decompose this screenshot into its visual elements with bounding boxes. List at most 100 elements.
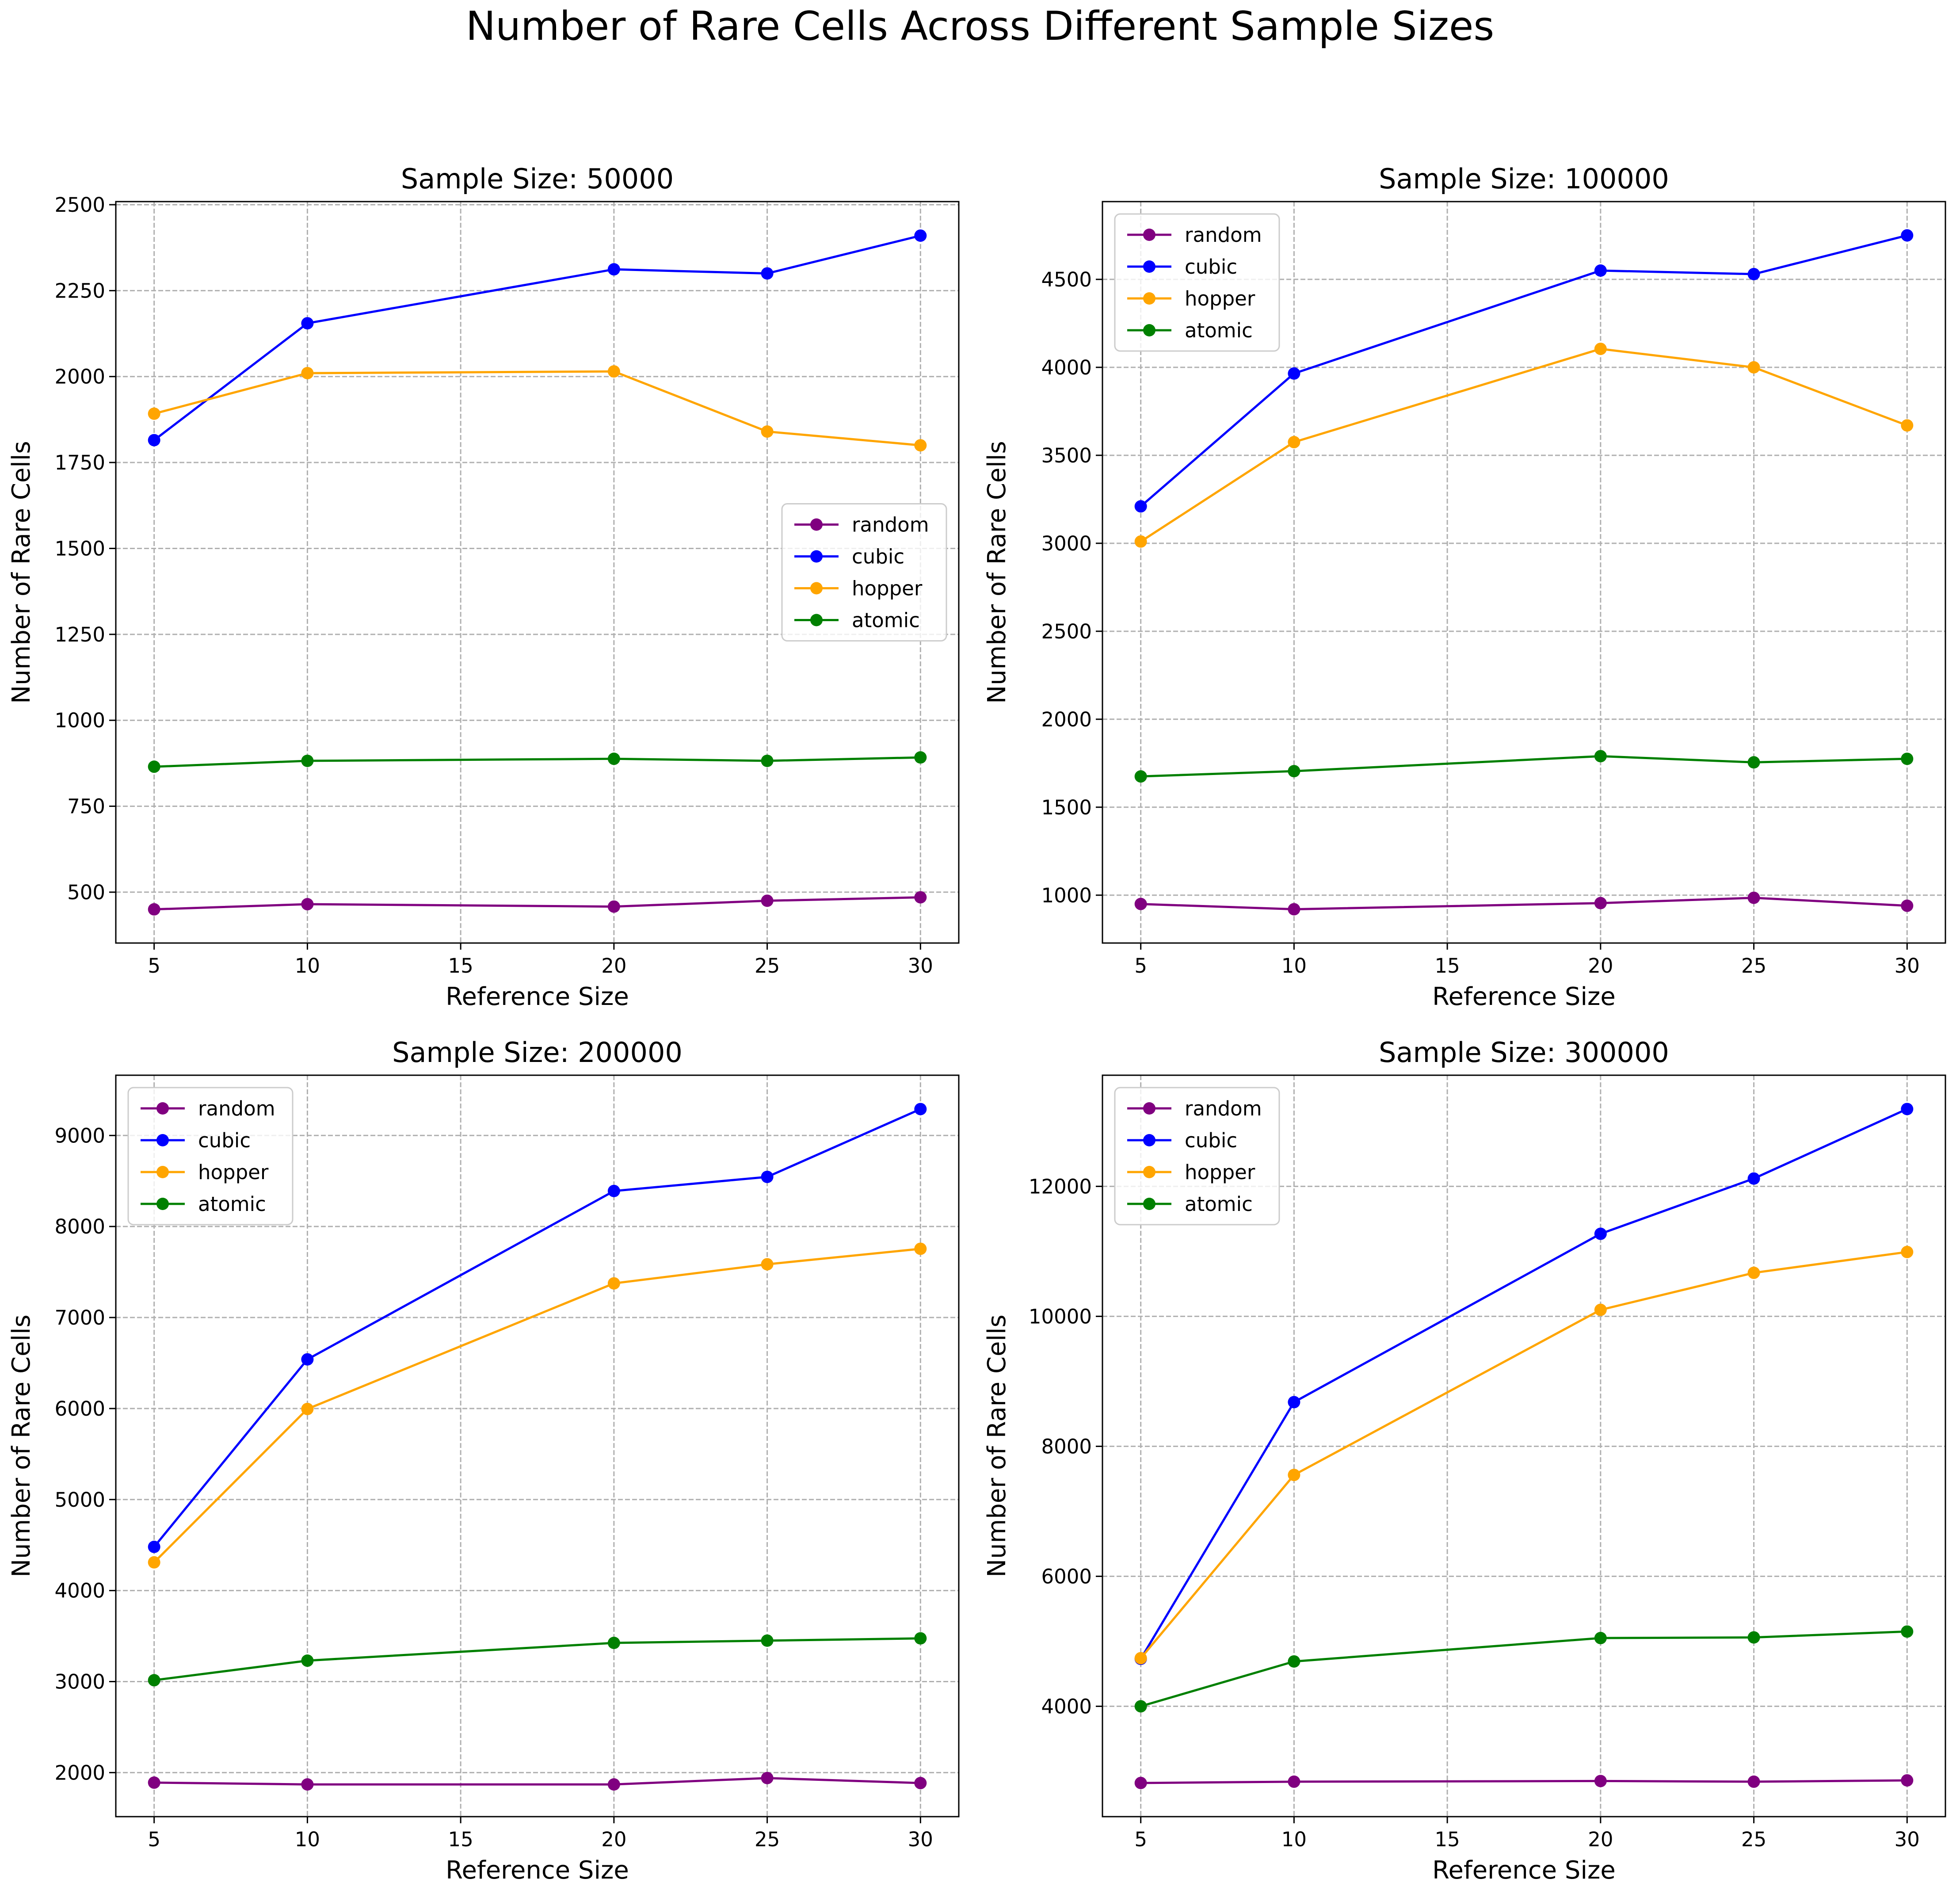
data-point-random: [914, 891, 927, 904]
data-point-cubic: [607, 1184, 620, 1197]
x-tick-label: 20: [601, 1828, 626, 1851]
data-point-random: [1134, 1776, 1147, 1789]
y-axis-label: Number of Rare Cells: [983, 1314, 1011, 1577]
data-point-cubic: [914, 229, 927, 242]
x-tick-label: 20: [1588, 1828, 1613, 1851]
x-tick-label: 30: [1895, 1828, 1920, 1851]
y-tick-label: 6000: [54, 1397, 105, 1421]
legend-item-random: random: [141, 1097, 275, 1120]
data-point-hopper: [607, 1277, 620, 1290]
data-point-atomic: [1901, 1625, 1914, 1638]
legend-label: atomic: [198, 1192, 266, 1216]
legend-label: random: [1185, 223, 1262, 247]
legend-item-random: random: [794, 513, 929, 537]
legend: random cubic hopper atomic: [1114, 1087, 1280, 1226]
legend-item-cubic: cubic: [1127, 1129, 1237, 1152]
subplot-title: Sample Size: 50000: [401, 163, 674, 195]
data-point-random: [301, 1778, 314, 1791]
subplot-grid: 5 10 15 20 25 30 500 750 1000 1250 1500 1750 2000 225…: [7, 163, 1946, 1885]
data-point-hopper: [148, 1556, 160, 1569]
x-tick-label: 20: [601, 954, 626, 978]
data-point-cubic: [148, 1540, 160, 1553]
subplot-title: Sample Size: 100000: [1379, 163, 1669, 195]
legend-item-atomic: atomic: [1127, 1192, 1253, 1216]
legend-label: random: [1185, 1097, 1262, 1120]
data-point-atomic: [1288, 765, 1300, 778]
data-point-random: [301, 898, 314, 911]
data-point-cubic: [914, 1103, 927, 1115]
data-point-cubic: [1747, 267, 1760, 280]
data-point-atomic: [1288, 1655, 1300, 1668]
legend-item-atomic: atomic: [794, 609, 920, 632]
legend-label: atomic: [1185, 1192, 1253, 1216]
legend: random cubic hopper atomic: [127, 1087, 294, 1226]
series-atomic: [148, 1632, 927, 1687]
series-atomic: [148, 751, 927, 773]
legend-label: cubic: [1185, 255, 1237, 279]
legend-swatch-marker: [1143, 229, 1155, 241]
x-tick-label: 5: [148, 1828, 160, 1851]
y-tick-label: 2000: [1041, 708, 1092, 731]
data-point-hopper: [1134, 1652, 1147, 1665]
data-point-random: [607, 1778, 620, 1791]
data-point-cubic: [148, 434, 160, 447]
data-point-atomic: [301, 1654, 314, 1667]
y-tick-label: 8000: [1041, 1435, 1092, 1458]
y-tick-label: 1250: [54, 623, 105, 646]
data-point-cubic: [1901, 1103, 1914, 1115]
legend-label: atomic: [852, 609, 920, 632]
legend-swatch-marker: [156, 1102, 169, 1115]
data-point-cubic: [1747, 1172, 1760, 1185]
y-tick-label: 2250: [54, 279, 105, 302]
data-point-hopper: [1288, 1469, 1300, 1482]
data-point-hopper: [148, 407, 160, 420]
data-point-atomic: [1134, 770, 1147, 783]
data-point-hopper: [1747, 361, 1760, 374]
y-axis-label: Number of Rare Cells: [7, 1314, 36, 1577]
x-tick-label: 25: [755, 1828, 780, 1851]
y-tick-label: 750: [67, 795, 105, 818]
legend-item-hopper: hopper: [1127, 1161, 1255, 1184]
series-random: [1134, 891, 1914, 916]
x-tick-label: 25: [755, 954, 780, 978]
y-tick-label: 3000: [54, 1670, 105, 1693]
data-point-atomic: [148, 1674, 160, 1687]
legend-box: [1114, 1087, 1280, 1226]
subplot-3: 5 10 15 20 25 30 2000 3000 4000 5000 6000 7000 8000 9…: [7, 1036, 960, 1885]
x-tick-label: 5: [148, 954, 160, 978]
subplot-4: 5 10 15 20 25 30 4000 6000 8000 10000 12000 Sample …: [983, 1036, 1946, 1885]
y-tick-label: 1500: [1041, 796, 1092, 819]
y-tick-label: 2000: [54, 1761, 105, 1784]
legend: random cubic hopper atomic: [781, 503, 947, 642]
data-point-atomic: [1594, 1632, 1607, 1645]
data-point-random: [761, 1772, 774, 1784]
data-point-random: [1134, 897, 1147, 910]
legend-swatch-marker: [1143, 1198, 1155, 1210]
data-point-hopper: [1288, 436, 1300, 449]
data-point-hopper: [761, 1258, 774, 1271]
x-tick-label: 25: [1741, 1828, 1766, 1851]
legend-box: [1114, 213, 1280, 352]
legend-item-cubic: cubic: [794, 545, 904, 569]
series-hopper: [1134, 343, 1914, 548]
data-point-atomic: [301, 754, 314, 767]
legend-item-random: random: [1127, 1097, 1262, 1120]
data-point-hopper: [301, 1402, 314, 1415]
legend-label: cubic: [1185, 1129, 1237, 1152]
data-point-random: [1594, 1775, 1607, 1787]
y-axis-label: Number of Rare Cells: [983, 441, 1011, 703]
y-tick-label: 500: [67, 881, 105, 904]
data-point-cubic: [761, 267, 774, 280]
y-tick-label: 2000: [54, 365, 105, 389]
legend-item-atomic: atomic: [1127, 319, 1253, 342]
x-axis-label: Reference Size: [1432, 1856, 1616, 1885]
axes-frame: [115, 1074, 960, 1818]
y-tick-label: 7000: [54, 1306, 105, 1329]
x-tick-label: 5: [1134, 954, 1147, 978]
x-tick-label: 30: [1895, 954, 1920, 978]
data-point-random: [761, 894, 774, 907]
data-point-hopper: [301, 367, 314, 379]
x-tick-label: 15: [448, 954, 473, 978]
x-tick-label: 30: [908, 954, 933, 978]
y-tick-label: 12000: [1029, 1175, 1092, 1198]
